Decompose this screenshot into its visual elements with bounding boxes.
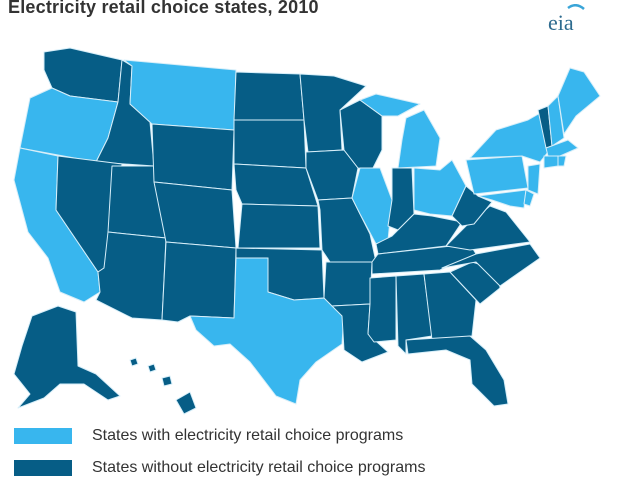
- state-west-virginia: [451, 185, 493, 227]
- state-alaska: [13, 305, 121, 409]
- legend-item-no-choice: States without electricity retail choice…: [14, 458, 425, 478]
- legend-swatch-no-choice: [14, 460, 72, 476]
- legend-item-choice: States with electricity retail choice pr…: [14, 426, 403, 446]
- state-michigan: [397, 109, 441, 169]
- eia-logo: eia: [546, 4, 590, 35]
- state-new-mexico: [161, 241, 237, 323]
- state-maine: [557, 67, 601, 135]
- state-new-york: [469, 111, 549, 163]
- state-south-dakota: [233, 119, 307, 169]
- state-hawaii-main: [175, 391, 197, 415]
- state-north-dakota: [233, 71, 305, 121]
- state-connecticut: [543, 155, 559, 169]
- state-hawaii-oahu: [147, 363, 157, 373]
- state-new-jersey: [527, 163, 541, 195]
- state-pennsylvania: [465, 155, 529, 195]
- state-minnesota: [299, 73, 367, 153]
- state-virginia: [445, 205, 531, 251]
- state-wyoming: [151, 123, 235, 191]
- state-florida: [405, 335, 509, 407]
- legend-label-no-choice: States without electricity retail choice…: [92, 459, 426, 476]
- state-rhode-island: [557, 155, 567, 167]
- state-nebraska: [233, 163, 319, 207]
- state-delaware: [523, 189, 535, 207]
- state-kansas: [237, 203, 321, 249]
- state-arizona: [95, 231, 167, 321]
- state-hawaii-kauai: [129, 357, 139, 367]
- state-north-carolina: [441, 243, 541, 287]
- eia-logo-text: eia: [548, 10, 574, 35]
- state-new-hampshire: [547, 95, 565, 147]
- state-hawaii-maui: [161, 375, 173, 387]
- state-georgia: [423, 271, 477, 341]
- state-michigan-upper: [359, 93, 421, 117]
- map-title: Electricity retail choice states, 2010: [8, 0, 319, 17]
- legend-swatch-choice: [14, 428, 72, 444]
- legend-label-choice: States with electricity retail choice pr…: [92, 427, 404, 444]
- state-colorado: [153, 181, 237, 249]
- state-texas: [189, 257, 345, 405]
- state-maryland: [477, 189, 527, 209]
- state-mississippi: [367, 275, 397, 343]
- state-massachusetts: [545, 139, 579, 157]
- logo-swoosh-icon: [567, 4, 585, 10]
- state-arkansas: [323, 261, 373, 307]
